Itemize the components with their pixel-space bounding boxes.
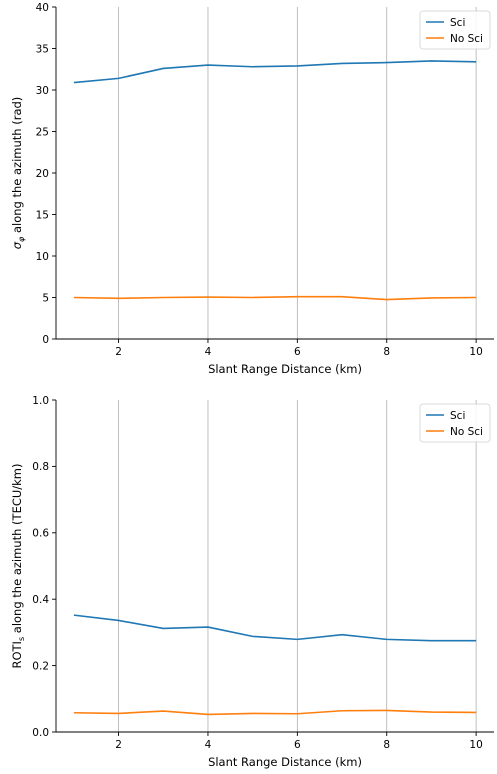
y-tick-label: 10 <box>36 251 49 263</box>
x-tick-label: 8 <box>383 346 390 358</box>
legend-label: Sci <box>450 17 465 29</box>
x-tick-label: 6 <box>294 739 301 751</box>
x-tick-label: 4 <box>205 739 212 751</box>
y-tick-label: 35 <box>36 43 49 55</box>
legend-label: No Sci <box>450 426 483 438</box>
y-tick-label: 40 <box>36 2 49 14</box>
y-axis-label: σφ along the azimuth (rad) <box>10 97 26 250</box>
legend: Sci No Sci <box>419 10 491 50</box>
y-tick-label: 0.0 <box>32 727 49 739</box>
y-tick-label: 0.6 <box>32 528 49 540</box>
legend-label: Sci <box>450 410 465 422</box>
y-tick-label: 5 <box>42 292 49 304</box>
x-tick-label: 6 <box>294 346 301 358</box>
series-line-sci <box>73 614 477 642</box>
x-axis-label: Slant Range Distance (km) <box>208 755 362 769</box>
y-tick-label: 0.8 <box>32 461 49 473</box>
y-tick-label: 0.2 <box>32 660 49 672</box>
x-axis-label: Slant Range Distance (km) <box>208 362 362 376</box>
x-tick-label: 4 <box>205 346 212 358</box>
legend-label: No Sci <box>450 33 483 45</box>
legend: Sci No Sci <box>419 403 491 443</box>
x-tick-label: 2 <box>115 346 122 358</box>
x-tick-label: 10 <box>469 346 482 358</box>
x-tick-label: 10 <box>469 739 482 751</box>
y-tick-label: 1.0 <box>32 395 49 407</box>
x-tick-label: 2 <box>115 739 122 751</box>
series-line-no-sci <box>73 709 477 716</box>
y-tick-label: 25 <box>36 126 49 138</box>
y-tick-label: 20 <box>36 168 49 180</box>
y-tick-label: 30 <box>36 85 49 97</box>
legend-box <box>419 10 491 50</box>
x-tick-label: 8 <box>383 739 390 751</box>
series-line-sci <box>73 60 477 84</box>
y-axis-label: ROTIs along the azimuth (TECU/km) <box>10 463 26 668</box>
y-tick-label: 15 <box>36 209 49 221</box>
legend-box <box>419 403 491 443</box>
y-tick-label: 0 <box>42 334 49 346</box>
y-tick-label: 0.4 <box>32 594 49 606</box>
series-line-no-sci <box>73 295 477 301</box>
chart-panel-1: 2 4 6 8 10 0 5 10 15 20 25 30 35 40 Slant Range Distan… <box>10 2 494 376</box>
chart-panel-2: 2 4 6 8 10 0.0 0.2 0.4 0.6 0.8 1.0 Slant Range Dist… <box>10 395 494 769</box>
